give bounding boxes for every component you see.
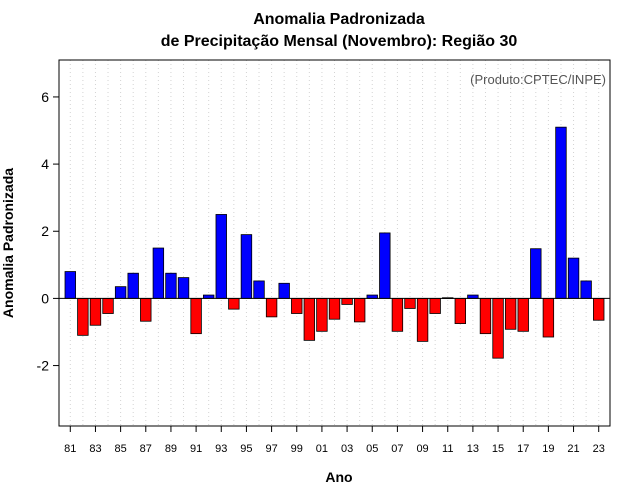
bar-17: [517, 297, 529, 332]
bar-20: [555, 126, 567, 299]
x-tick-label: 81: [64, 443, 76, 455]
y-axis-title: Anomalia Padronizada: [0, 168, 16, 318]
bar-82: [77, 297, 89, 336]
plot-frame: [58, 59, 611, 427]
bar-15: [492, 297, 504, 359]
y-tick-label: 6: [41, 89, 49, 105]
x-tick-label: 07: [391, 443, 403, 455]
bar-98: [278, 282, 290, 299]
y-tick-label: 2: [41, 223, 49, 239]
x-tick-label: 97: [265, 443, 277, 455]
bar-86: [127, 272, 139, 299]
bar-08: [404, 297, 416, 309]
bar-04: [353, 297, 366, 323]
x-tick-label: 95: [240, 443, 252, 455]
bar-91: [190, 297, 202, 335]
bar-09: [416, 297, 429, 342]
y-axis: -2 0 2 4 6: [37, 89, 59, 374]
bar-93: [215, 214, 227, 299]
x-tick-label: 13: [467, 443, 479, 455]
y-tick-label: 4: [41, 156, 49, 172]
bar-07: [391, 297, 404, 332]
bar-95: [240, 234, 253, 299]
bar-12: [454, 297, 466, 324]
bar-22: [580, 280, 592, 299]
bar-03: [341, 297, 353, 305]
bar-18: [530, 248, 542, 299]
bar-14: [479, 297, 492, 335]
bar-23: [593, 297, 605, 321]
x-tick-label: 05: [366, 443, 378, 455]
x-tick-label: 01: [316, 443, 328, 455]
bar-90: [177, 277, 190, 299]
x-tick-label: 03: [341, 443, 353, 455]
x-tick-label: 09: [416, 443, 428, 455]
bar-94: [228, 297, 240, 310]
bar-01: [316, 297, 328, 332]
x-tick-label: 11: [442, 443, 453, 455]
bar-87: [140, 297, 152, 322]
bar-02: [328, 297, 341, 320]
source-annotation: (Produto:CPTEC/INPE): [470, 72, 606, 87]
x-axis-title: Ano: [325, 469, 352, 485]
bar-97: [265, 297, 278, 318]
bar-83: [89, 297, 102, 326]
x-tick-label: 87: [140, 443, 152, 455]
chart-title-line1: Anomalia Padronizada: [253, 11, 425, 28]
grid-lines: [69, 60, 600, 426]
bar-06: [379, 232, 391, 299]
x-tick-label: 85: [114, 443, 126, 455]
bar-99: [291, 297, 303, 314]
bar-16: [504, 297, 517, 330]
x-tick-label: 15: [492, 443, 504, 455]
x-tick-label: 93: [215, 443, 227, 455]
x-tick-label: 91: [190, 443, 202, 455]
x-tick-label: 17: [517, 443, 529, 455]
bar-88: [152, 247, 165, 299]
chart-title-line2: de Precipitação Mensal (Novembro): Regiã…: [161, 33, 518, 50]
x-tick-label: 19: [542, 443, 554, 455]
bar-00: [303, 297, 316, 341]
bar-89: [165, 272, 177, 299]
x-tick-label: 83: [89, 443, 101, 455]
bars: [64, 126, 605, 359]
bar-81: [64, 271, 76, 299]
bar-96: [253, 280, 265, 299]
x-tick-label: 89: [165, 443, 177, 455]
x-tick-label: 21: [567, 443, 579, 455]
bar-21: [567, 257, 580, 299]
y-tick-label: -2: [37, 358, 50, 374]
bar-10: [429, 297, 441, 314]
bar-85: [114, 286, 127, 299]
bar-84: [102, 297, 114, 314]
x-axis: 81 83 85 87 89 91 93 95 97 99 01 03 05 07 09 11 13 15 17 19…: [64, 426, 605, 455]
y-tick-label: 0: [41, 290, 49, 306]
x-tick-label: 99: [291, 443, 303, 455]
x-tick-label: 23: [593, 443, 605, 455]
bar-19: [542, 297, 555, 338]
